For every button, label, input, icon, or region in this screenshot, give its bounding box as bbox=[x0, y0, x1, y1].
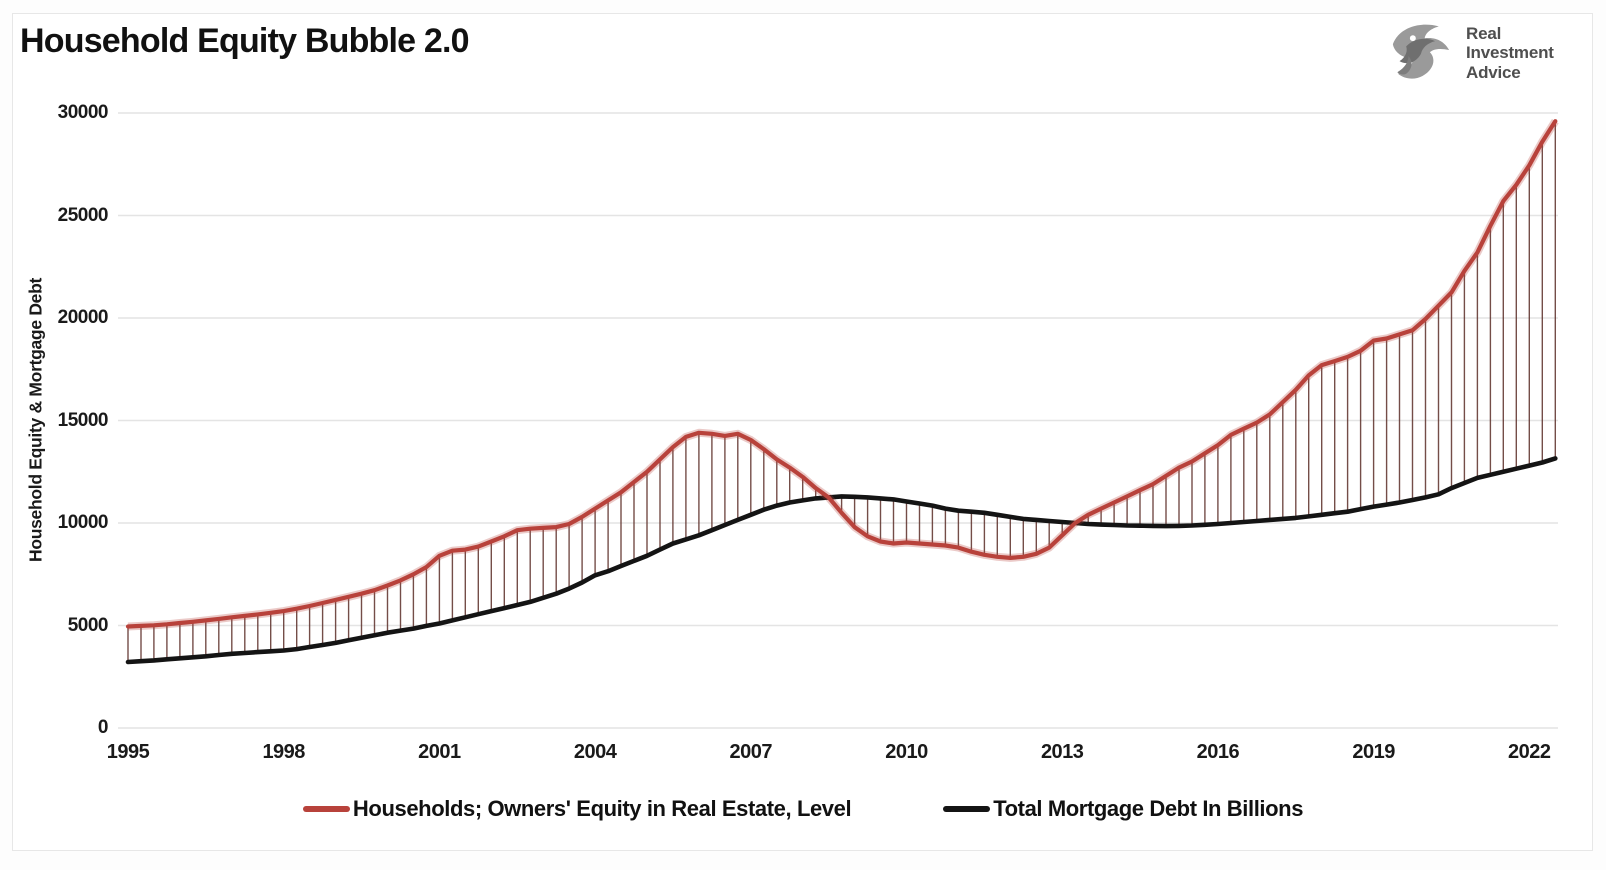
y-tick-label: 0 bbox=[97, 717, 109, 738]
chart-card bbox=[12, 13, 1593, 851]
y-tick-label: 25000 bbox=[57, 204, 109, 226]
x-tick-label: 2022 bbox=[1508, 741, 1551, 763]
legend-item-equity: Households; Owners' Equity in Real Estat… bbox=[302, 796, 852, 822]
x-tick-label: 2016 bbox=[1196, 741, 1240, 763]
equity-legend-label: Households; Owners' Equity in Real Estat… bbox=[352, 796, 852, 821]
equity-line-swatch bbox=[302, 806, 350, 812]
y-tick-label: 15000 bbox=[57, 409, 109, 431]
logo-text: Real Investment Advice bbox=[1466, 24, 1554, 83]
mortgage-legend-label: Total Mortgage Debt In Billions bbox=[993, 796, 1304, 821]
logo-line-3: Advice bbox=[1466, 62, 1521, 82]
ria-logo: Real Investment Advice bbox=[1384, 16, 1554, 90]
legend: Households; Owners' Equity in Real Estat… bbox=[13, 796, 1593, 822]
y-tick-label: 5000 bbox=[67, 614, 109, 636]
y-tick-label: 10000 bbox=[57, 512, 109, 533]
y-tick-label: 30000 bbox=[57, 102, 109, 123]
x-tick-label: 1995 bbox=[106, 741, 150, 763]
x-tick-label: 2007 bbox=[729, 741, 773, 763]
x-tick-label: 2001 bbox=[418, 741, 461, 763]
x-tick-label: 2013 bbox=[1040, 741, 1084, 763]
logo-line-1: Real bbox=[1466, 23, 1502, 43]
legend-item-mortgage: Total Mortgage Debt In Billions bbox=[943, 796, 1303, 822]
x-tick-label: 2004 bbox=[573, 741, 617, 763]
x-tick-label: 2019 bbox=[1352, 741, 1395, 763]
x-tick-label: 2010 bbox=[885, 741, 928, 763]
chart-title: Household Equity Bubble 2.0 bbox=[20, 22, 470, 60]
mortgage-line-swatch bbox=[943, 806, 991, 812]
logo-line-2: Investment bbox=[1466, 43, 1554, 63]
y-tick-label: 20000 bbox=[57, 307, 109, 328]
x-tick-label: 1998 bbox=[262, 741, 305, 763]
eagle-icon bbox=[1392, 24, 1450, 79]
